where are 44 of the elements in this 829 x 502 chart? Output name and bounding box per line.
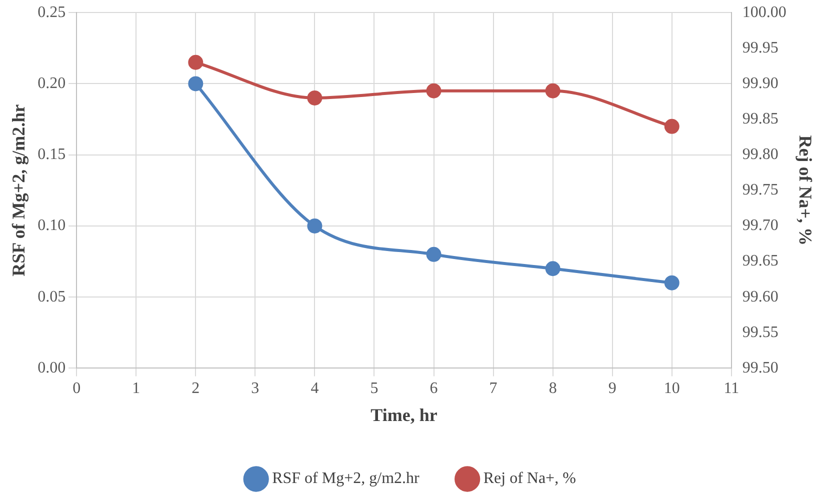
- y2-tick-label: 99.95: [742, 39, 778, 56]
- point: [545, 261, 560, 276]
- legend-label: RSF of Mg+2, g/m2.hr: [272, 470, 420, 488]
- y-axis-title: RSF of Mg+2, g/m2.hr: [8, 104, 28, 276]
- y-tick-label: 0.10: [38, 217, 66, 234]
- y2-tick-label: 99.50: [742, 359, 778, 376]
- point: [307, 218, 322, 234]
- y2-tick-label: 100.00: [742, 4, 786, 21]
- point: [664, 118, 680, 134]
- y-tick-label: 0.20: [38, 74, 66, 92]
- x-tick-label: 9: [608, 380, 616, 398]
- x-tick-label: 4: [310, 380, 319, 398]
- y2-tick-label: 99.60: [742, 288, 778, 306]
- y2-tick-label: 99.85: [742, 110, 778, 128]
- y-tick-label: 0.25: [38, 4, 66, 21]
- y-tick-label: 0.15: [38, 146, 66, 164]
- y2-axis-title: Rej of Na+, %: [796, 135, 816, 246]
- point: [426, 83, 442, 98]
- point: [426, 246, 442, 262]
- x-tick-label: 0: [72, 380, 81, 398]
- point: [664, 275, 680, 290]
- y2-tick-label: 99.80: [742, 146, 778, 164]
- y2-tick-label: 99.70: [742, 217, 778, 234]
- x-tick-label: 10: [664, 380, 680, 398]
- x-tick-label: 3: [251, 380, 260, 398]
- y2-tick-label: 99.90: [742, 74, 778, 92]
- point: [545, 83, 560, 98]
- x-tick-label: 2: [192, 380, 200, 398]
- point: [188, 76, 204, 92]
- legend-label: Rej of Na+, %: [483, 470, 576, 488]
- y-tick-label: 0.00: [38, 359, 66, 376]
- x-tick-label: 1: [132, 380, 140, 398]
- y-tick-label: 0.05: [38, 288, 66, 306]
- x-tick-label: 7: [489, 380, 498, 398]
- x-tick-label: 5: [370, 380, 378, 398]
- x-tick-label: 11: [724, 380, 740, 398]
- y2-tick-label: 99.55: [742, 324, 778, 341]
- x-axis-title: Time, hr: [370, 404, 438, 425]
- x-tick-label: 8: [548, 380, 557, 398]
- point: [307, 90, 322, 106]
- y2-tick-label: 99.65: [742, 252, 778, 270]
- y2-tick-label: 99.75: [742, 182, 778, 199]
- point: [188, 54, 204, 70]
- x-tick-label: 6: [430, 380, 438, 398]
